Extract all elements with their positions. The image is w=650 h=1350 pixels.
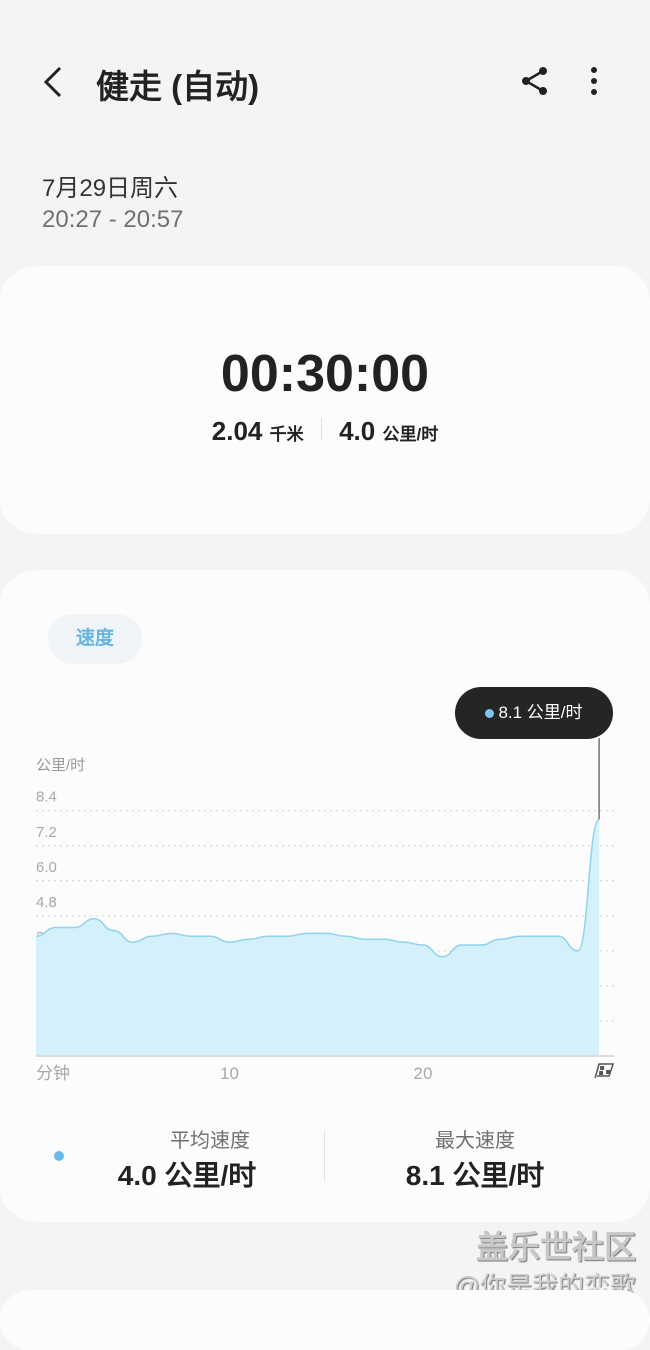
avg-speed-value: 4.0 公里/时 (117, 1160, 257, 1191)
y-tick-label: 7.2 (36, 824, 57, 841)
session-date: 7月29日周六 (42, 175, 179, 202)
max-speed-label: 最大速度 (435, 1130, 515, 1152)
stats-divider (324, 1130, 325, 1182)
x-tick-label: 10 (220, 1064, 239, 1083)
speed-line (35, 818, 600, 958)
x-tick-label: 20 (414, 1064, 433, 1083)
chevron-left-icon (43, 66, 62, 98)
watermark-line1: 盖乐世社区 (475, 1229, 636, 1265)
tooltip-text: 8.1 公里/时 (498, 703, 583, 722)
distance-value: 2.04 (211, 416, 263, 446)
next-card (0, 1290, 650, 1350)
y-tick-label: 4.8 (36, 894, 57, 911)
speed-area (36, 819, 600, 1056)
tab-speed[interactable]: 速度 (48, 614, 142, 664)
more-vertical-icon (591, 67, 597, 95)
y-axis-label: 公里/时 (36, 757, 85, 774)
duration: 00:30:00 (220, 345, 430, 403)
y-tick-label: 8.4 (36, 789, 57, 806)
distance-unit: 千米 (269, 425, 304, 444)
more-options-button[interactable] (584, 64, 604, 103)
legend-dot (54, 1151, 64, 1161)
x-axis-label: 分钟 (36, 1064, 70, 1083)
finish-flag-icon (594, 1063, 615, 1079)
session-time-range: 20:27 - 20:57 (42, 206, 184, 233)
summary-card: 00:30:00 2.04 千米 4.0 公里/时 (0, 266, 650, 534)
speed-unit: 公里/时 (382, 425, 439, 444)
share-button[interactable] (518, 64, 552, 103)
y-tick-label: 6.0 (36, 859, 57, 876)
avg-speed-label: 平均速度 (170, 1130, 250, 1152)
back-button[interactable] (38, 62, 70, 102)
share-icon (522, 67, 547, 95)
speed-value: 4.0 (339, 416, 376, 446)
tooltip-dot (485, 709, 495, 718)
divider (320, 418, 322, 440)
max-speed-value: 8.1 公里/时 (405, 1160, 545, 1191)
chart-card: 速度 8.1 公里/时 (0, 570, 650, 1222)
page-title: 健走 (自动) (96, 68, 260, 105)
chart-tooltip: 8.1 公里/时 (455, 687, 613, 739)
